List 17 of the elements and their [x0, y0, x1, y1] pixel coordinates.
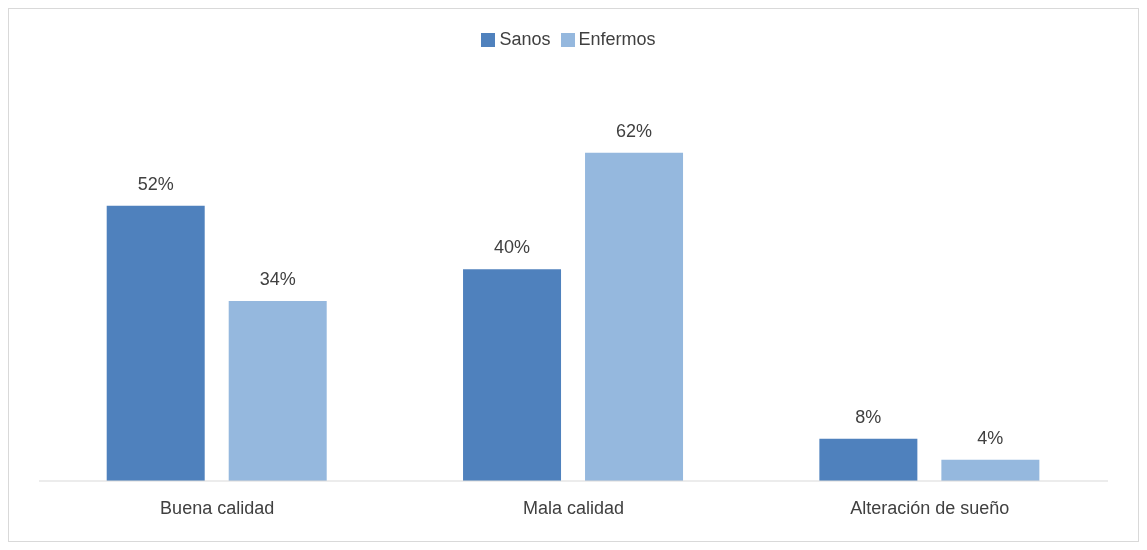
- data-label: 34%: [259, 268, 296, 289]
- bar: [585, 152, 684, 481]
- bar: [228, 300, 327, 481]
- x-tick-label: Mala calidad: [522, 497, 625, 518]
- bar: [941, 459, 1040, 481]
- bar: [819, 438, 918, 481]
- data-label: 40%: [494, 237, 531, 258]
- legend-label: Sanos: [499, 29, 551, 49]
- data-label: 8%: [855, 406, 882, 427]
- data-label: 52%: [137, 173, 174, 194]
- data-label: 4%: [977, 427, 1004, 448]
- legend-label: Enfermos: [578, 29, 656, 49]
- x-tick-label: Buena calidad: [160, 497, 275, 518]
- bar: [463, 269, 562, 481]
- x-tick-label: Alteración de sueño: [850, 497, 1010, 518]
- bar: [106, 205, 205, 481]
- data-label: 62%: [616, 120, 653, 141]
